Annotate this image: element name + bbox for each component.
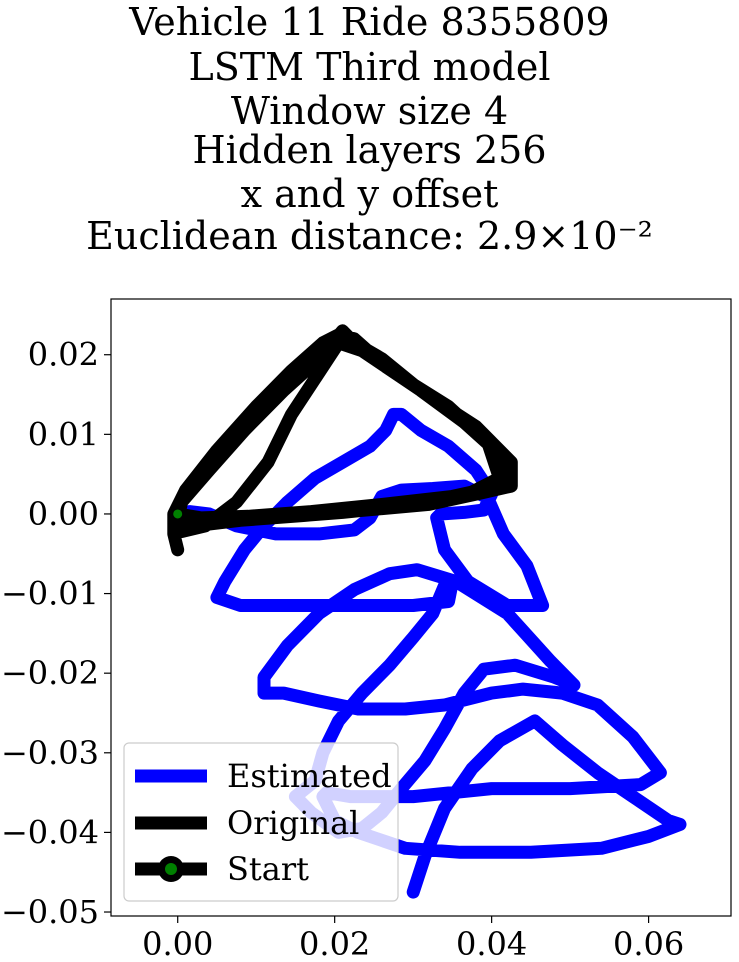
y-tick-label: −0.01 [1, 575, 99, 613]
y-tick-label: −0.05 [1, 893, 99, 931]
y-tick-label: 0.01 [28, 415, 99, 453]
legend-label-original: Original [227, 804, 359, 842]
y-tick-label: −0.04 [1, 813, 99, 851]
x-tick-label: 0.06 [613, 925, 684, 962]
title-line-1: Vehicle 11 Ride 8355809 [129, 0, 610, 44]
y-tick-label: −0.03 [1, 734, 99, 772]
y-tick-label: −0.02 [1, 654, 99, 692]
title-line-3: Window size 4 [230, 89, 509, 133]
legend-label-estimated: Estimated [227, 757, 392, 795]
legend: Estimated Original Start [123, 742, 399, 902]
x-tick-label: 0.00 [142, 925, 213, 962]
start-point-marker [169, 505, 187, 523]
x-tick-label: 0.02 [299, 925, 370, 962]
title-line-4: Hidden layers 256 [192, 128, 547, 172]
x-tick-label: 0.04 [456, 925, 527, 962]
plot-frame [110, 298, 732, 917]
title-line-6: Euclidean distance: 2.9×10⁻² [86, 214, 653, 258]
title-line-2: LSTM Third model [188, 45, 551, 89]
y-tick-label: 0.02 [28, 336, 99, 374]
legend-start-marker-inner [165, 863, 177, 875]
title-line-5: x and y offset [240, 172, 499, 216]
y-tick-label: 0.00 [28, 495, 99, 533]
legend-label-start: Start [227, 850, 309, 888]
chart-title: Vehicle 11 Ride 8355809 LSTM Third model… [0, 0, 739, 280]
series-line-original [167, 324, 518, 557]
